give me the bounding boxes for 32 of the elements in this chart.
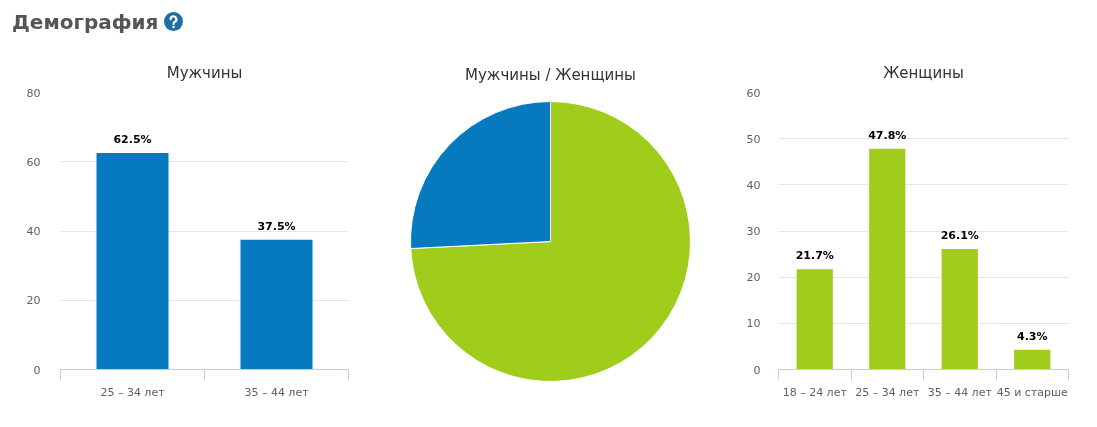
data-label: 62.5% bbox=[113, 133, 152, 147]
x-tick-label: 35 – 44 лет bbox=[244, 385, 310, 399]
data-label: 21.7% bbox=[795, 249, 834, 263]
y-tick-label: 80 bbox=[26, 86, 41, 100]
y-tick-label: 30 bbox=[746, 225, 761, 238]
chart-title: Мужчины bbox=[166, 63, 243, 82]
bar bbox=[796, 269, 833, 370]
data-label: 47.8% bbox=[868, 128, 907, 142]
y-tick-label: 60 bbox=[746, 86, 761, 100]
y-tick-label: 0 bbox=[33, 363, 41, 377]
data-label: 4.3% bbox=[1017, 329, 1048, 343]
chart-title: Мужчины / Женщины bbox=[465, 65, 636, 84]
y-tick-label: 20 bbox=[746, 271, 761, 285]
chart-title: Женщины bbox=[883, 63, 964, 82]
data-label: 37.5% bbox=[257, 219, 296, 233]
y-tick-label: 60 bbox=[26, 155, 41, 169]
x-tick-label: 35 – 44 лет bbox=[927, 385, 993, 399]
y-tick-label: 10 bbox=[746, 317, 761, 331]
y-tick-label: 50 bbox=[746, 132, 761, 146]
bar bbox=[869, 148, 906, 370]
x-tick-label: 25 – 34 лет bbox=[855, 385, 920, 399]
data-label: 26.1% bbox=[940, 229, 979, 243]
text: Демография bbox=[11, 9, 160, 36]
y-tick-label: 0 bbox=[753, 363, 761, 377]
y-tick-label: 40 bbox=[26, 225, 41, 238]
x-tick-label: 18 – 24 лет bbox=[782, 385, 848, 399]
bar bbox=[1014, 349, 1051, 370]
bar bbox=[941, 249, 978, 370]
y-tick-label: 20 bbox=[26, 294, 41, 308]
x-tick-label: 25 – 34 лет bbox=[100, 385, 166, 399]
x-tick-label: 45 и старше bbox=[996, 385, 1069, 399]
y-tick-label: 40 bbox=[746, 178, 761, 192]
